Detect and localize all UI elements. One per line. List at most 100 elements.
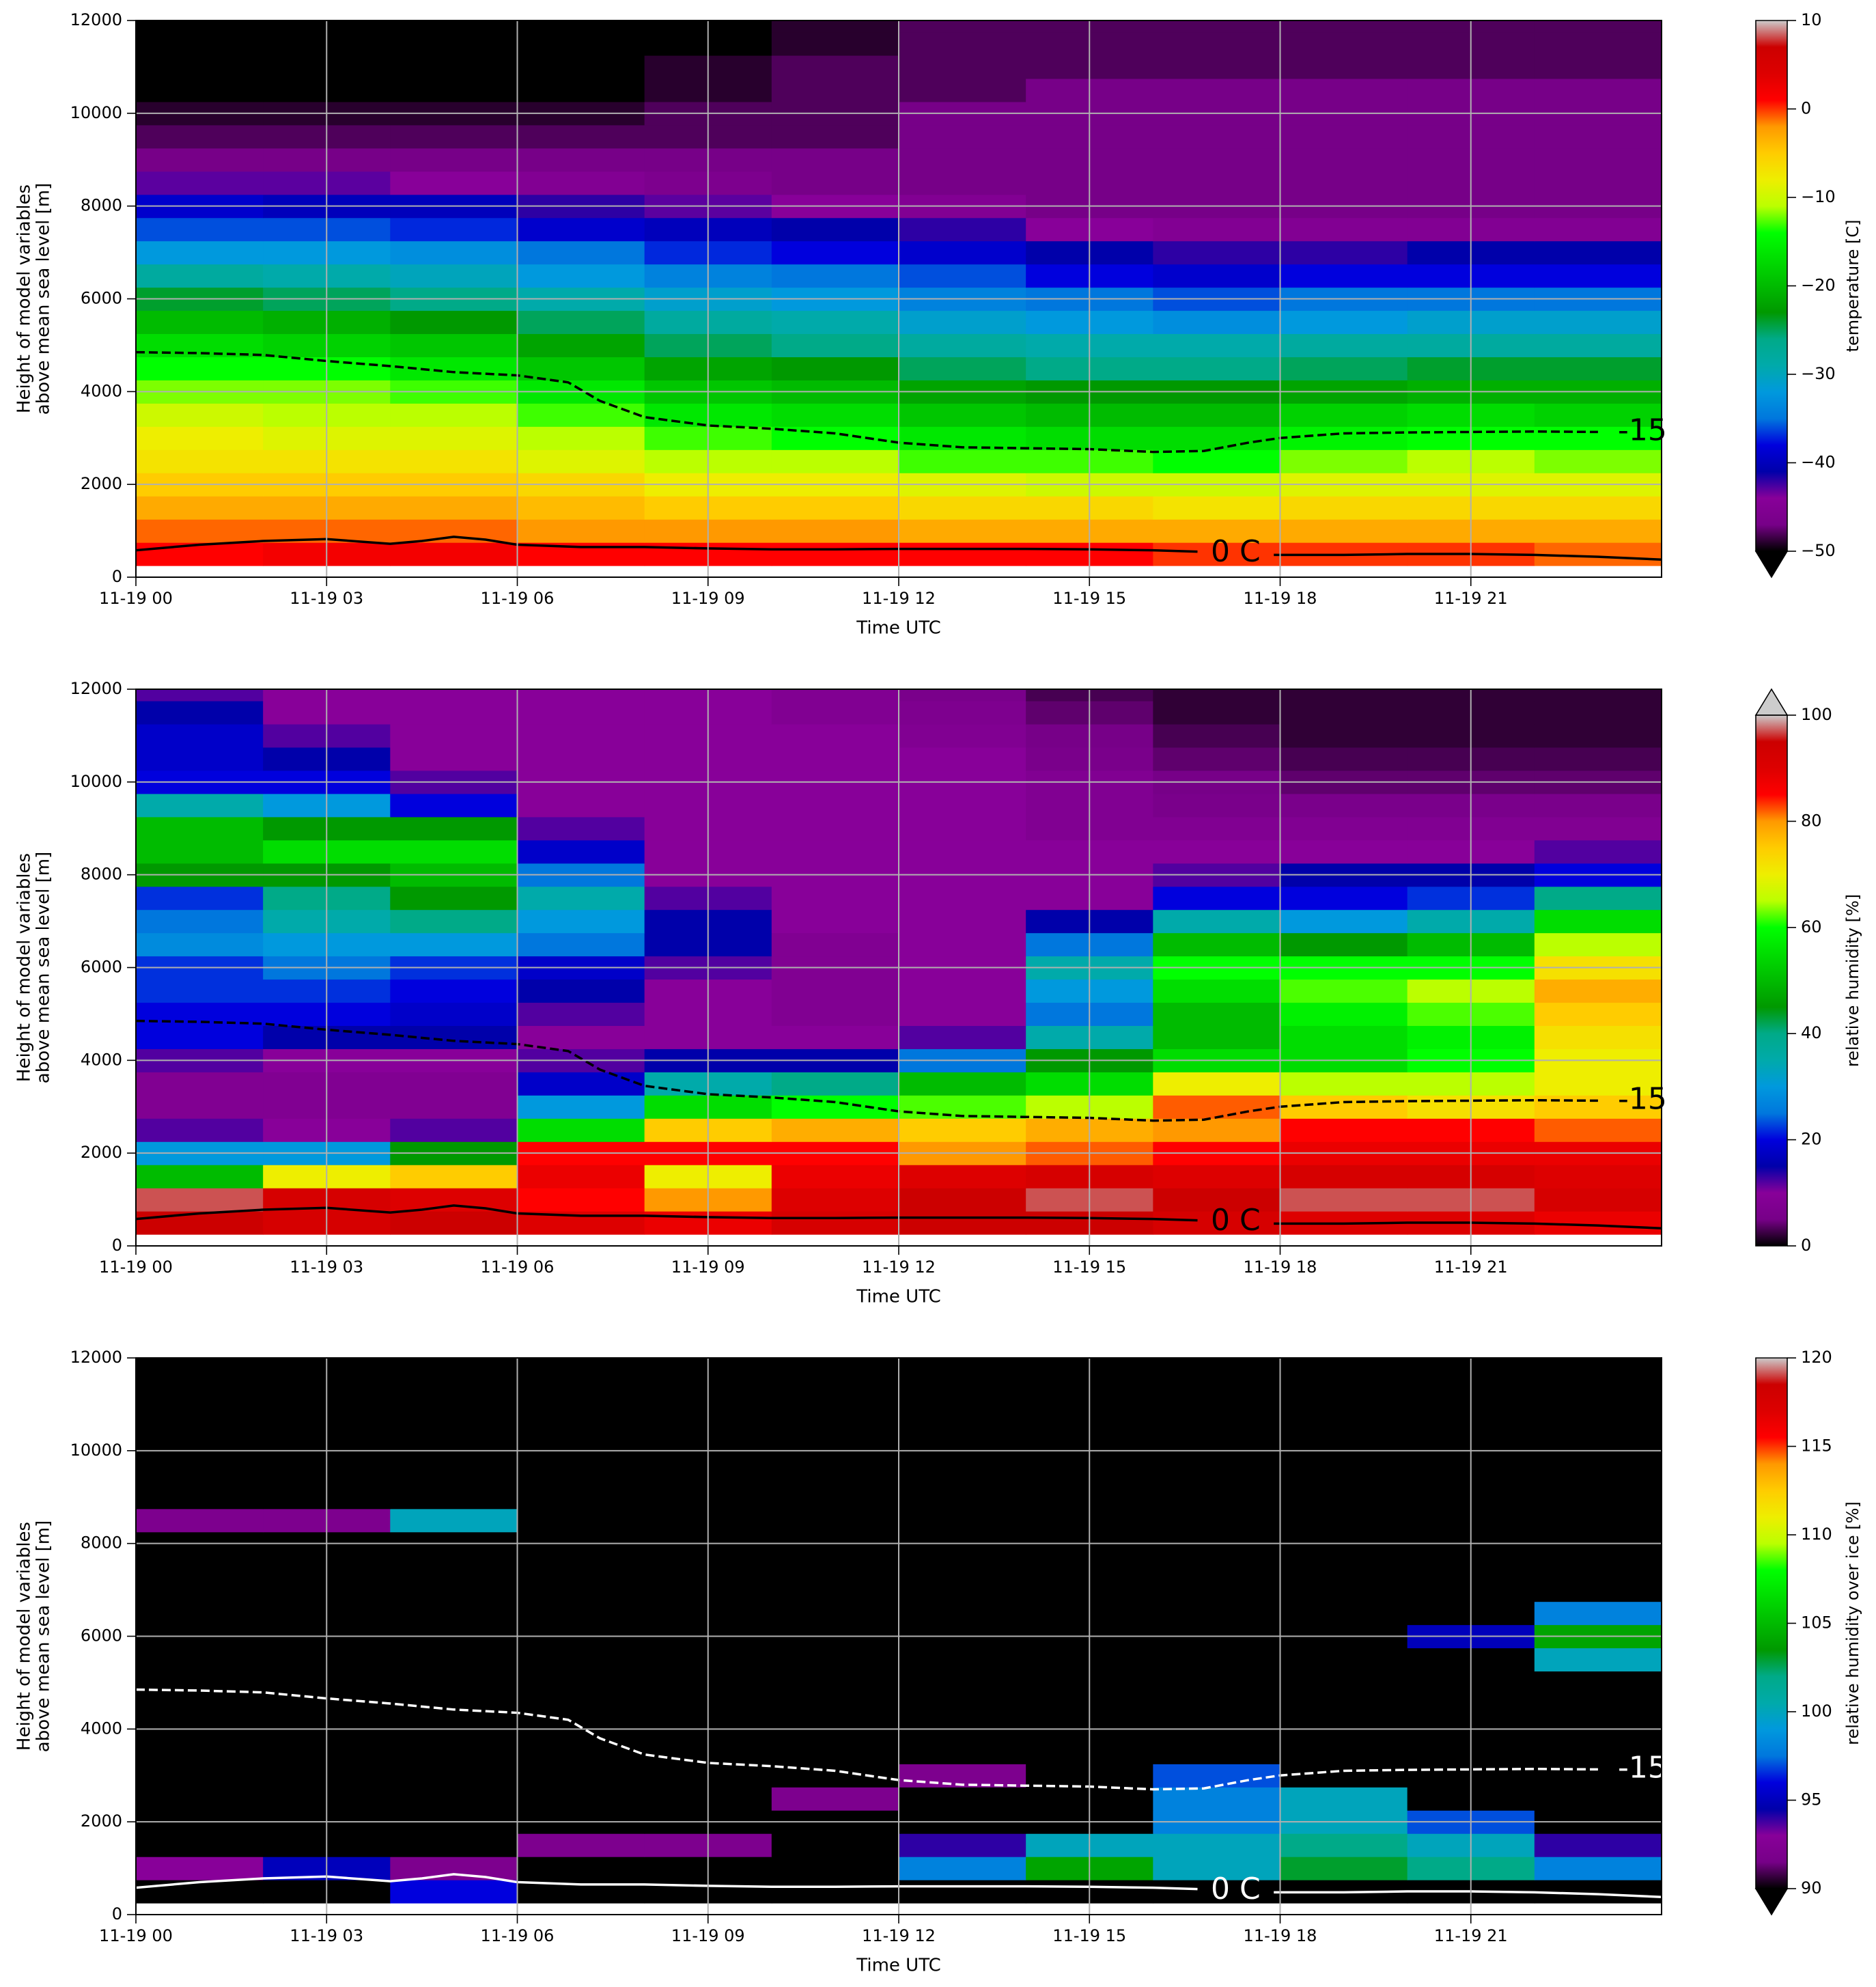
- heatmap-cell: [517, 171, 645, 195]
- heatmap-cell: [899, 403, 1026, 427]
- heatmap-cell: [1534, 747, 1662, 771]
- heatmap-cell: [390, 1601, 518, 1626]
- heatmap-cell: [517, 78, 645, 102]
- heatmap-cell: [390, 932, 518, 957]
- heatmap-cell: [517, 1188, 645, 1212]
- colorbar-label: temperature [C]: [1843, 220, 1862, 352]
- heatmap-cell: [517, 496, 645, 520]
- heatmap-cell: [1280, 839, 1408, 864]
- heatmap-cell: [1534, 1833, 1662, 1857]
- x-axis-label: Time UTC: [856, 618, 940, 639]
- heatmap-cell: [517, 1601, 645, 1626]
- heatmap-cell: [136, 1118, 264, 1142]
- heatmap-cell: [899, 542, 1026, 566]
- heatmap-cell: [771, 909, 899, 934]
- heatmap-cell: [1280, 1392, 1408, 1417]
- heatmap-cell: [1534, 1694, 1662, 1718]
- contour-label: 0 C: [1211, 534, 1261, 569]
- heatmap-cell: [1153, 1740, 1281, 1764]
- heatmap-cell: [517, 886, 645, 911]
- heatmap-cell: [899, 979, 1026, 1003]
- x-tick-label: 11-19 03: [290, 1257, 363, 1277]
- heatmap-cell: [1534, 333, 1662, 357]
- heatmap-cell: [517, 426, 645, 450]
- contour-label: -15: [1618, 1750, 1667, 1785]
- heatmap-cell: [899, 839, 1026, 864]
- heatmap-cell: [1534, 1358, 1662, 1370]
- heatmap-cell: [899, 1740, 1026, 1764]
- heatmap-cell: [1153, 217, 1281, 242]
- heatmap-cell: [771, 357, 899, 380]
- heatmap-cell: [899, 1072, 1026, 1096]
- heatmap-cell: [1534, 217, 1662, 242]
- heatmap-cell: [771, 1188, 899, 1212]
- heatmap-cell: [899, 426, 1026, 450]
- heatmap-cell: [390, 1740, 518, 1764]
- heatmap-cell: [517, 793, 645, 818]
- heatmap-cell: [771, 31, 899, 56]
- heatmap-cell: [771, 839, 899, 864]
- heatmap-cell: [1153, 1358, 1281, 1370]
- heatmap-cell: [771, 1072, 899, 1096]
- heatmap-cell: [899, 1025, 1026, 1049]
- heatmap-cell: [517, 1787, 645, 1811]
- heatmap-cell: [1153, 310, 1281, 335]
- contour-label: 0 C: [1211, 1872, 1261, 1906]
- heatmap-cell: [390, 171, 518, 195]
- heatmap-cell: [136, 689, 264, 701]
- heatmap-cell: [517, 723, 645, 748]
- heatmap-cell: [1534, 310, 1662, 335]
- heatmap-cell: [390, 1118, 518, 1142]
- heatmap-cell: [899, 264, 1026, 288]
- heatmap-cell: [1534, 519, 1662, 543]
- heatmap-cell: [1534, 124, 1662, 149]
- heatmap-cell: [517, 839, 645, 864]
- heatmap-cell: [1280, 747, 1408, 771]
- heatmap-cell: [1153, 1211, 1281, 1235]
- heatmap-cell: [390, 1508, 518, 1533]
- heatmap-cell: [1153, 1025, 1281, 1049]
- y-tick-label: 10000: [70, 103, 122, 122]
- heatmap-cell: [517, 1671, 645, 1695]
- heatmap-cell: [771, 979, 899, 1003]
- heatmap-cell: [771, 124, 899, 149]
- heatmap-cell: [1534, 1165, 1662, 1189]
- heatmap-cell: [1280, 700, 1408, 725]
- colorbar-tick-label: −20: [1801, 276, 1836, 295]
- heatmap-cell: [1153, 1188, 1281, 1212]
- heatmap-cell: [1280, 1025, 1408, 1049]
- heatmap-cell: [771, 264, 899, 288]
- heatmap-cell: [1280, 1415, 1408, 1440]
- heatmap-cell: [1534, 1415, 1662, 1440]
- heatmap-cell: [390, 1095, 518, 1119]
- x-tick-label: 11-19 18: [1244, 589, 1317, 608]
- heatmap-cell: [1534, 1025, 1662, 1049]
- heatmap-cell: [771, 1671, 899, 1695]
- heatmap-cell: [1280, 1857, 1408, 1880]
- colorbar-extend: [1754, 1888, 1789, 1916]
- heatmap-cell: [390, 793, 518, 818]
- heatmap-cell: [517, 148, 645, 172]
- heatmap-cell: [517, 1369, 645, 1393]
- heatmap-cell: [1534, 1369, 1662, 1393]
- heatmap-cell: [1280, 1601, 1408, 1626]
- heatmap-cell: [1280, 1095, 1408, 1119]
- heatmap-cell: [899, 1462, 1026, 1486]
- heatmap-cell: [771, 932, 899, 957]
- heatmap-cell: [1153, 909, 1281, 934]
- heatmap-cell: [390, 1188, 518, 1212]
- heatmap-cell: [517, 1392, 645, 1417]
- heatmap-cell: [390, 542, 518, 566]
- heatmap-cell: [771, 689, 899, 701]
- heatmap-cell: [899, 1833, 1026, 1857]
- colorbar-tick-label: 60: [1801, 917, 1822, 936]
- heatmap-cell: [1153, 1165, 1281, 1189]
- heatmap-cell: [771, 1462, 899, 1486]
- heatmap-cell: [136, 357, 264, 380]
- heatmap-cell: [1534, 426, 1662, 450]
- heatmap-cell: [899, 932, 1026, 957]
- y-tick-label: 8000: [81, 865, 122, 884]
- heatmap-cell: [899, 1392, 1026, 1417]
- colorbar-extend: [1754, 551, 1789, 579]
- heatmap-cell: [1280, 426, 1408, 450]
